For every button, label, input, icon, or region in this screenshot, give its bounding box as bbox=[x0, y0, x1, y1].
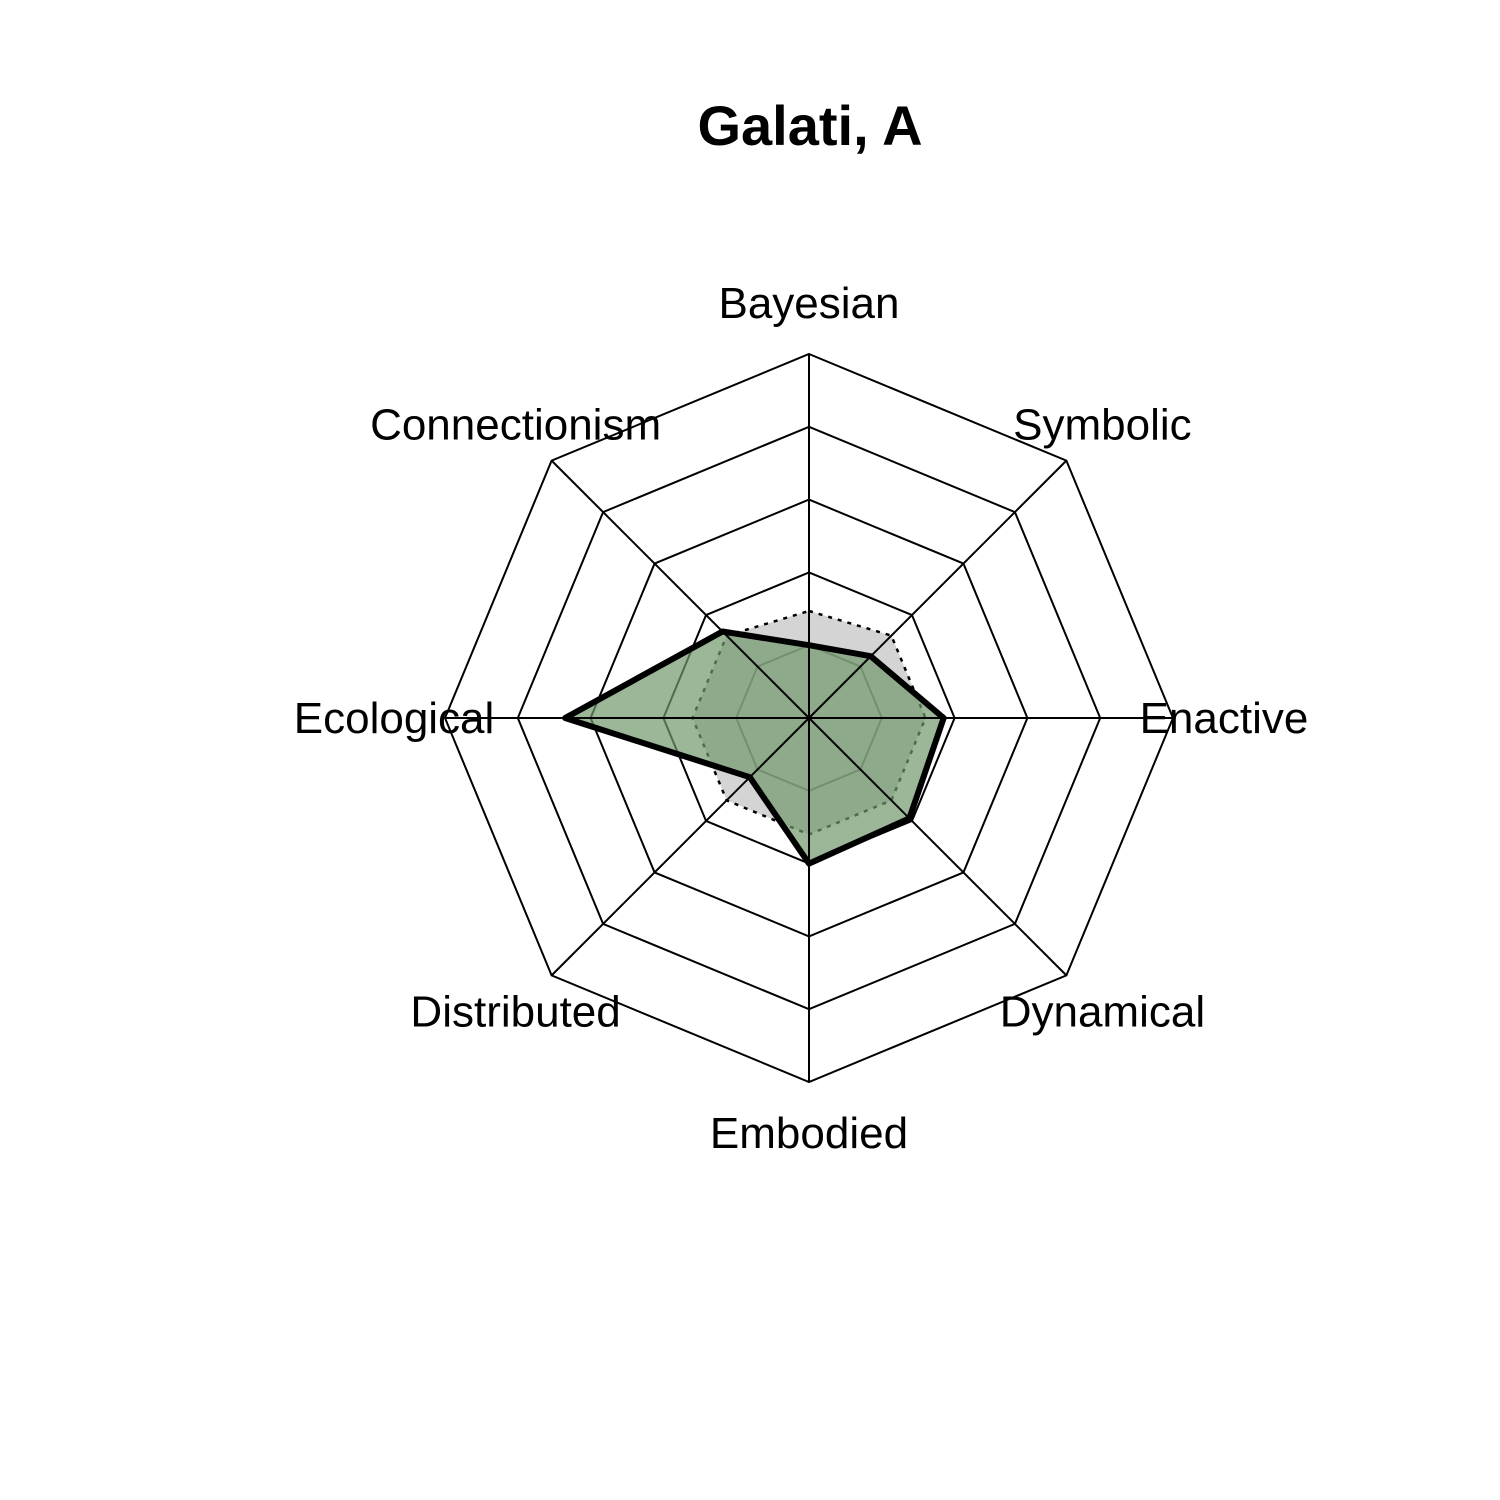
radar-spokes bbox=[445, 354, 1173, 1082]
radar-series bbox=[562, 609, 947, 867]
series-area-1 bbox=[562, 628, 947, 867]
axis-label-embodied: Embodied bbox=[710, 1109, 908, 1158]
axis-label-ecological: Ecological bbox=[294, 694, 495, 743]
spoke-dynamical bbox=[808, 717, 1068, 977]
axis-label-symbolic: Symbolic bbox=[1013, 401, 1192, 450]
spoke-connectionism bbox=[550, 459, 810, 719]
radar-axis-labels: Bayesian Symbolic Enactive Dynamical Embodie… bbox=[294, 279, 1309, 1158]
axis-label-dynamical: Dynamical bbox=[1000, 987, 1205, 1036]
axis-label-connectionism: Connectionism bbox=[370, 401, 661, 450]
spoke-distributed bbox=[550, 717, 810, 977]
chart-title: Galati, A bbox=[697, 94, 922, 157]
axis-label-enactive: Enactive bbox=[1140, 694, 1309, 743]
axis-label-bayesian: Bayesian bbox=[718, 279, 899, 328]
spoke-symbolic bbox=[808, 459, 1068, 719]
axis-label-distributed: Distributed bbox=[410, 987, 620, 1036]
